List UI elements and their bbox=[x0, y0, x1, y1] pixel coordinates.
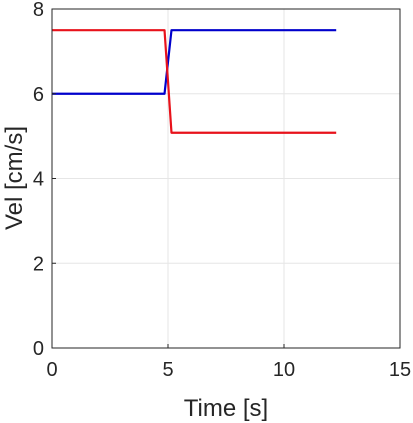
y-tick-label: 2 bbox=[33, 253, 44, 275]
y-axis-label: Vel [cm/s] bbox=[1, 126, 28, 230]
y-tick-label: 4 bbox=[33, 169, 44, 191]
x-tick-label: 0 bbox=[46, 359, 57, 381]
x-axis-label: Time [s] bbox=[184, 395, 268, 422]
x-tick-label: 10 bbox=[273, 359, 295, 381]
x-ticks: 0 5 10 15 bbox=[46, 344, 411, 381]
y-tick-label: 6 bbox=[33, 84, 44, 106]
y-tick-label: 8 bbox=[33, 0, 44, 21]
x-tick-label: 15 bbox=[389, 359, 411, 381]
series-layer bbox=[52, 29, 337, 134]
x-tick-label: 5 bbox=[162, 359, 173, 381]
series-line-2 bbox=[52, 29, 337, 134]
series-line-1 bbox=[52, 29, 337, 95]
y-ticks: 0 2 4 6 8 bbox=[33, 0, 56, 360]
y-tick-label: 0 bbox=[33, 338, 44, 360]
